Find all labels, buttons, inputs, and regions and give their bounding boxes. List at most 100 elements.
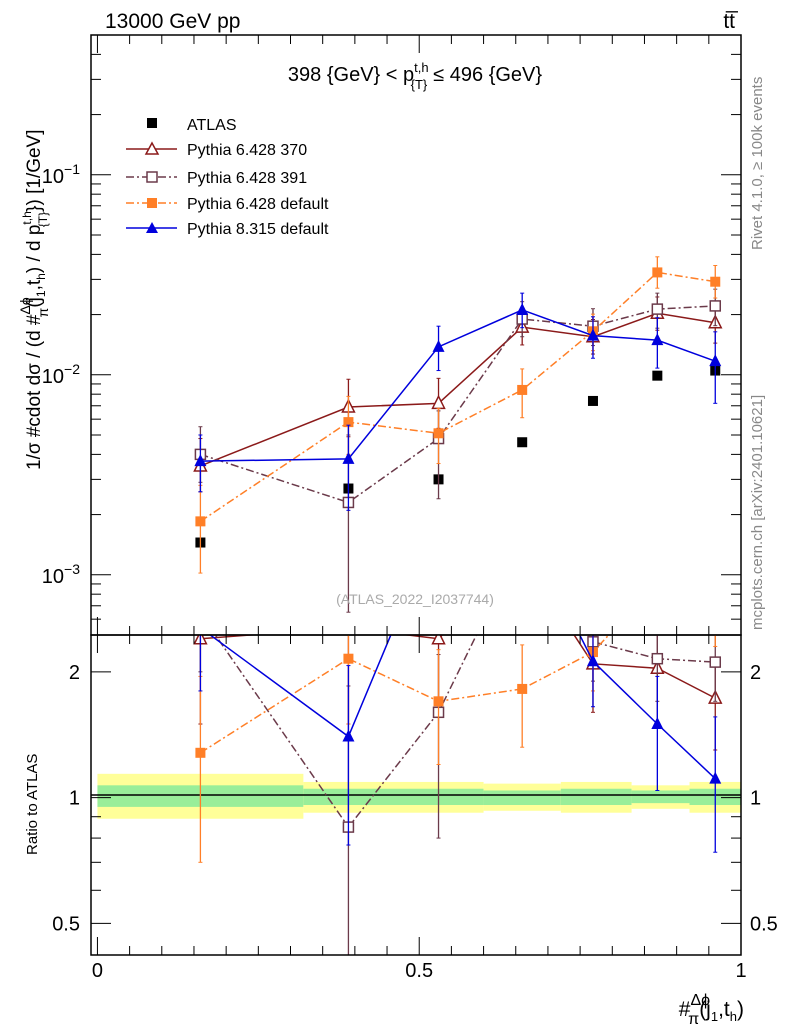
main-point xyxy=(516,302,529,315)
ylabel-sub: {T} xyxy=(36,212,50,227)
xlabel-b: (j xyxy=(699,998,711,1021)
main-point xyxy=(586,328,599,341)
ratio-point xyxy=(433,696,444,707)
ratio-point xyxy=(652,577,662,587)
main-ytick-label: 10−3 xyxy=(42,561,80,588)
ratio-point xyxy=(517,537,527,547)
xlabel-subh: h xyxy=(730,1009,737,1024)
ratio-point xyxy=(651,652,664,665)
legend-item-pythia6-370: Pythia 6.428 370 xyxy=(126,141,307,159)
legend-marker-pythia6-default xyxy=(147,198,157,208)
legend-marker-atlas xyxy=(147,118,157,128)
ratio-point xyxy=(586,654,599,667)
ratio-ytick-label-right: 2 xyxy=(750,662,761,684)
band-green xyxy=(560,788,632,806)
ratio-axes: 0.5 0.5 1 1 2 2 0 0.5 1 xyxy=(52,635,778,982)
ratio-point xyxy=(433,514,445,526)
legend-item-pythia8-default: Pythia 8.315 default xyxy=(126,221,329,238)
title-sub: {T} xyxy=(411,77,428,92)
main-series-4 xyxy=(194,292,722,511)
main-series-line xyxy=(199,271,716,522)
xlabel-d: ) xyxy=(737,998,744,1021)
ratio-ytick-label-right: 0.5 xyxy=(750,913,778,935)
main-ytick-label: 10−2 xyxy=(42,361,80,388)
band-green xyxy=(483,790,561,806)
main-point xyxy=(651,333,664,346)
legend-marker-pythia6-391 xyxy=(146,171,158,183)
ylabel-sup: t,h xyxy=(20,211,34,224)
ratio-ytick-label-left: 0.5 xyxy=(52,913,80,935)
main-point xyxy=(517,384,528,395)
ylabel-frac-den: π xyxy=(35,307,51,317)
ylabel-subh: h xyxy=(34,273,48,280)
main-point xyxy=(194,454,207,467)
band-green xyxy=(303,788,484,806)
ratio-point xyxy=(195,747,206,758)
main-point xyxy=(431,394,446,410)
ylabel-b: (j xyxy=(24,297,45,308)
ylabel-c: ,t xyxy=(24,279,45,290)
title-pre: 398 {GeV} < p xyxy=(288,64,414,86)
main-point xyxy=(342,451,355,464)
x-axis-label: #Δϕ π(j1,th) xyxy=(679,992,744,1024)
xlabel-sub1: 1 xyxy=(711,1009,718,1024)
ratio-frame xyxy=(90,634,742,956)
main-point xyxy=(710,276,721,287)
ratio-point xyxy=(709,656,722,668)
main-series-line xyxy=(200,305,716,504)
main-point xyxy=(517,437,528,448)
xlabel-c: ,t xyxy=(718,998,730,1021)
main-point xyxy=(651,303,664,315)
ratio-point xyxy=(195,608,205,618)
ratio-xtick-label: 1 xyxy=(735,960,746,982)
legend-label-pythia8-default: Pythia 8.315 default xyxy=(187,221,329,238)
main-point xyxy=(432,339,445,352)
main-series-0 xyxy=(195,365,721,548)
main-point xyxy=(587,395,598,406)
ratio-point xyxy=(651,717,664,730)
main-series-1 xyxy=(193,296,723,493)
xlabel-frac-num: Δϕ xyxy=(690,992,710,1009)
legend-label-pythia6-391: Pythia 6.428 391 xyxy=(187,170,307,187)
ratio-ytick-label-right: 1 xyxy=(750,788,761,810)
legend-item-pythia6-default: Pythia 6.428 default xyxy=(126,196,329,213)
ratio-marks xyxy=(193,514,723,955)
ratio-bands xyxy=(97,773,741,819)
title-sup: t,h xyxy=(414,60,428,75)
main-marks xyxy=(193,256,723,613)
ylabel-d: ) / d p xyxy=(24,225,45,274)
ratio-point xyxy=(710,607,720,617)
ratio-series-3 xyxy=(198,514,722,853)
ratio-point xyxy=(342,621,354,633)
xlabel-frac-den: π xyxy=(688,1011,699,1024)
main-point xyxy=(709,354,722,367)
ratio-point xyxy=(517,683,528,694)
main-y-label: 1/σ #cdot dσ / (d #Δϕ π(j1,th) / d pt,h {T… xyxy=(17,129,51,470)
ratio-point xyxy=(431,635,446,645)
main-point xyxy=(652,267,663,278)
main-series-3 xyxy=(195,256,721,574)
band-green xyxy=(631,790,690,804)
ratio-y-label: Ratio to ATLAS xyxy=(24,754,41,855)
ratio-xtick-label: 0.5 xyxy=(405,960,433,982)
main-title: 398 {GeV} < pt,h {T} ≤ 496 {GeV} xyxy=(288,60,542,92)
main-point xyxy=(652,370,663,381)
ratio-panel: 0.5 0.51 12 20 0.5 1 Ratio to ATLAS #Δϕ π(j1,t… xyxy=(24,514,778,1024)
ratio-point xyxy=(516,548,528,560)
xlabel-a: # xyxy=(679,998,691,1021)
ratio-point xyxy=(343,653,354,664)
rivet-label: Rivet 4.1.0, ≥ 100k events xyxy=(749,77,766,250)
title-post: ≤ 496 {GeV} xyxy=(433,64,542,86)
legend-item-atlas: ATLAS xyxy=(147,117,237,134)
legend-item-pythia6-391: Pythia 6.428 391 xyxy=(126,170,307,187)
watermark: (ATLAS_2022_I2037744) xyxy=(336,591,494,607)
main-series-group xyxy=(193,256,723,613)
ratio-point xyxy=(342,729,355,742)
main-point xyxy=(709,300,722,312)
ratio-series-line xyxy=(200,635,716,699)
ratio-series-0 xyxy=(193,548,723,751)
mcplots-label: mcplots.cern.ch [arXiv:2401.10621] xyxy=(749,395,766,630)
legend-label-pythia6-default: Pythia 6.428 default xyxy=(187,196,329,213)
main-panel: (ATLAS_2022_I2037744) 398 {GeV} < pt,h {T… xyxy=(17,34,742,636)
